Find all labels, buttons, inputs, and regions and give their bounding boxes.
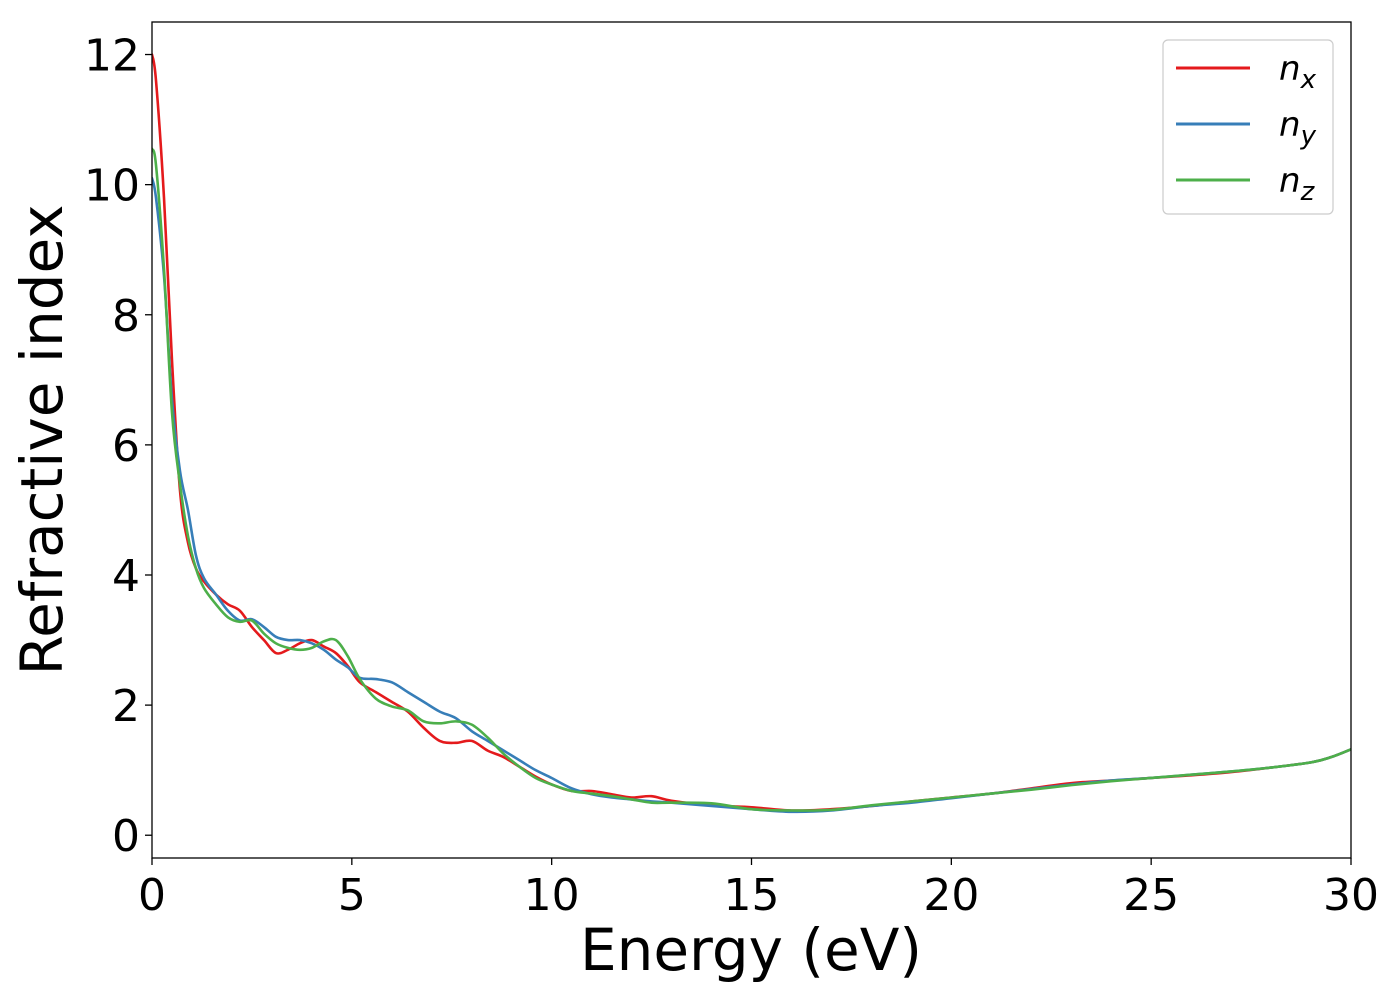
- y-axis-ticks: 0 2 4 6 8 10 12: [84, 31, 152, 862]
- x-axis-ticks: 0 5 10 15 20 25 30: [138, 858, 1379, 921]
- x-tick-label: 15: [724, 870, 780, 921]
- legend-label-nz: nz: [1279, 161, 1316, 207]
- x-tick-label: 20: [923, 870, 979, 921]
- y-tick-label: 6: [112, 421, 140, 472]
- series-line-ny: [152, 176, 1351, 814]
- x-tick-label: 0: [138, 870, 166, 921]
- y-tick-label: 12: [84, 31, 140, 82]
- x-tick-label: 5: [338, 870, 366, 921]
- y-tick-label: 8: [112, 291, 140, 342]
- y-tick-label: 4: [112, 551, 140, 602]
- y-tick-label: 10: [84, 161, 140, 212]
- y-tick-label: 2: [112, 681, 140, 732]
- series-lines: [152, 53, 1351, 814]
- x-tick-label: 25: [1123, 870, 1179, 921]
- y-tick-label: 0: [112, 811, 140, 862]
- series-line-nz: [152, 147, 1351, 812]
- x-axis-label: Energy (eV): [580, 916, 922, 984]
- y-axis-label: Refractive index: [8, 204, 76, 675]
- x-tick-label: 10: [524, 870, 580, 921]
- legend-box: [1162, 39, 1334, 215]
- x-tick-label: 30: [1323, 870, 1379, 921]
